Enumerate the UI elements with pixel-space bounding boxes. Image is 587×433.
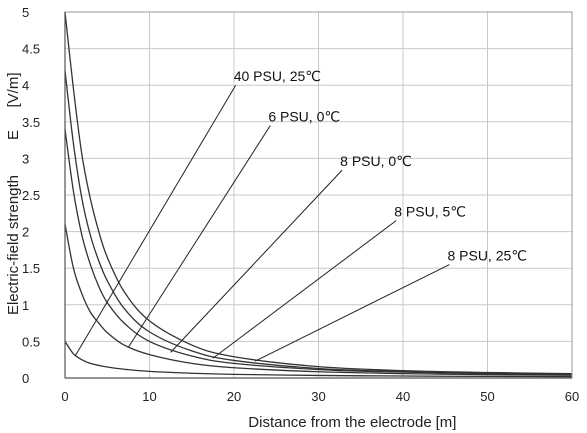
y-tick-label: 1	[22, 298, 29, 313]
x-tick-label: 10	[142, 389, 156, 404]
annotation-label-5: 8 PSU, 25℃	[447, 248, 527, 264]
annotation-label-3: 8 PSU, 0℃	[340, 153, 412, 169]
x-tick-label: 0	[61, 389, 68, 404]
series-line-4	[64, 70, 573, 375]
x-tick-label: 20	[227, 389, 241, 404]
series-line-5	[64, 11, 573, 375]
annotation-label-2: 6 PSU, 0℃	[268, 108, 340, 124]
x-axis-label: Distance from the electrode	[248, 414, 431, 431]
annotations: 40 PSU, 25℃ 6 PSU, 0℃ 8 PSU, 0℃ 8 PSU, 5℃ 8 …	[74, 68, 527, 362]
x-tick-label: 50	[480, 389, 494, 404]
y-tick-label: 5	[22, 5, 29, 20]
y-tick-label: 2	[22, 225, 29, 240]
annotation-leader-3	[170, 169, 343, 353]
axis-labels: Distance from the electrode [m] Electric…	[5, 72, 456, 431]
annotation-label-1: 40 PSU, 25℃	[234, 68, 321, 84]
x-tick-label: 60	[565, 389, 579, 404]
y-tick-label: 0	[22, 371, 29, 386]
series-lines	[64, 11, 573, 378]
annotation-leader-5	[254, 264, 450, 362]
y-tick-label: 3	[22, 151, 29, 166]
series-line-2	[64, 224, 573, 376]
x-tick-label: 40	[396, 389, 410, 404]
series-line-1	[64, 341, 573, 378]
y-tick-label: 4.5	[22, 42, 40, 57]
y-axis-unit: [V/m]	[5, 72, 22, 107]
x-tick-label: 30	[311, 389, 325, 404]
y-tick-label: 0.5	[22, 334, 40, 349]
y-tick-label: 4	[22, 78, 29, 93]
y-axis-label: Electric-field strength	[5, 175, 22, 315]
annotation-leader-1	[74, 84, 237, 357]
y-tick-label: 2.5	[22, 188, 40, 203]
x-axis-unit: [m]	[436, 414, 457, 431]
y-tick-label: 1.5	[22, 261, 40, 276]
axes: 0 10 20 30 40 50 60 0 0.5 1 1.5 2 2.5 3 3.5 4 4.5 5	[22, 5, 579, 404]
annotation-label-4: 8 PSU, 5℃	[394, 204, 466, 220]
y-tick-label: 3.5	[22, 115, 40, 130]
annotation-leader-2	[127, 125, 271, 348]
y-axis-symbol: E	[5, 130, 22, 140]
annotation-leader-4	[212, 220, 397, 359]
